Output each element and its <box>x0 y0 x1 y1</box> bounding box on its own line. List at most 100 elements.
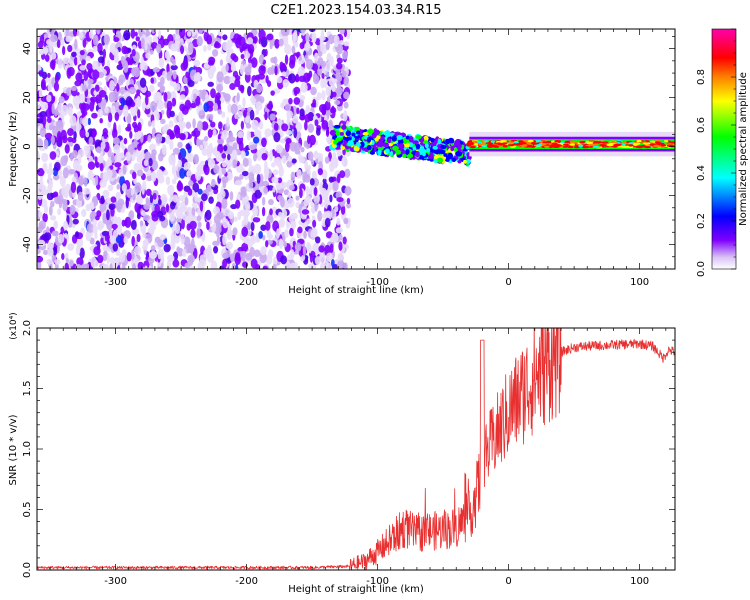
heatmap-cell <box>53 191 59 198</box>
heatmap-cell <box>67 243 75 251</box>
heatmap-cell <box>296 107 300 115</box>
heatmap-cell <box>64 144 70 154</box>
heatmap-cell <box>192 118 196 129</box>
heatmap-cell <box>543 145 550 148</box>
heatmap-cell <box>579 141 585 144</box>
heatmap-cell <box>563 143 569 146</box>
heatmap-x-tick-label: -100 <box>366 277 389 288</box>
heatmap-cell <box>137 261 144 269</box>
heatmap-cell <box>342 50 348 60</box>
heatmap-cell <box>437 157 444 163</box>
heatmap-cell <box>149 100 158 112</box>
heatmap-cell <box>325 252 333 262</box>
heatmap-cell <box>164 50 170 60</box>
heatmap-cell <box>335 130 341 137</box>
heatmap-cell <box>466 142 474 146</box>
heatmap-cell <box>67 128 74 137</box>
heatmap-cell <box>125 151 132 162</box>
heatmap-cell <box>49 124 53 131</box>
heatmap-cell <box>48 205 53 216</box>
heatmap-cell <box>312 74 320 85</box>
heatmap-cell <box>320 187 327 197</box>
heatmap-cell <box>131 263 137 269</box>
heatmap-cell <box>197 188 203 195</box>
heatmap-cell <box>145 188 152 197</box>
heatmap-cell <box>402 153 407 158</box>
heatmap-cell <box>328 176 334 183</box>
heatmap-cell <box>110 214 118 224</box>
heatmap-cell <box>175 29 179 35</box>
heatmap-cell <box>159 234 167 240</box>
heatmap-cell <box>301 209 310 215</box>
heatmap-cell <box>78 175 84 187</box>
heatmap-cell <box>47 72 51 79</box>
heatmap-cell <box>169 56 174 64</box>
heatmap-cell <box>230 103 238 115</box>
heatmap-cell <box>150 77 155 84</box>
heatmap-cell <box>43 139 49 150</box>
heatmap-cell <box>315 127 321 136</box>
heatmap-cell <box>244 237 249 245</box>
heatmap-cell <box>219 59 224 66</box>
heatmap-cell <box>384 130 391 136</box>
heatmap-cell <box>221 198 228 210</box>
heatmap-cell <box>152 35 159 44</box>
heatmap-cell <box>408 135 414 143</box>
heatmap-cell <box>169 212 175 222</box>
heatmap-cell <box>37 239 46 247</box>
heatmap-cell <box>299 42 305 50</box>
heatmap-cell <box>553 143 562 147</box>
heatmap-cell <box>183 161 191 170</box>
heatmap-cell <box>201 89 207 96</box>
heatmap-cell <box>295 121 302 132</box>
heatmap-cell <box>173 83 181 92</box>
heatmap-cell <box>423 135 429 142</box>
heatmap-cell <box>334 41 339 48</box>
heatmap-cell <box>250 221 255 232</box>
heatmap-cell <box>126 252 132 262</box>
heatmap-cell <box>232 227 238 236</box>
heatmap-cell <box>106 253 110 265</box>
heatmap-cell <box>375 135 382 140</box>
heatmap-cell <box>203 164 207 173</box>
heatmap-cell <box>377 149 382 156</box>
heatmap-cell <box>206 221 210 230</box>
heatmap-cell <box>114 257 119 268</box>
heatmap-cell <box>85 131 90 138</box>
heatmap-cell <box>152 192 157 200</box>
heatmap-cell <box>115 216 122 227</box>
heatmap-cell <box>311 32 317 44</box>
heatmap-cell <box>90 96 98 103</box>
heatmap-cell <box>168 120 174 128</box>
heatmap-cell <box>184 196 189 206</box>
heatmap-cell <box>328 119 333 130</box>
heatmap-cell <box>304 160 309 172</box>
heatmap-cell <box>102 48 107 59</box>
heatmap-cell <box>422 150 426 157</box>
heatmap-cell <box>229 136 236 142</box>
heatmap-cell <box>86 223 94 233</box>
heatmap-cell <box>636 139 642 143</box>
heatmap-cell <box>75 231 79 238</box>
heatmap-cell <box>314 52 319 63</box>
heatmap-cell <box>184 262 191 269</box>
heatmap-cell <box>265 221 271 231</box>
heatmap-cell <box>128 59 134 66</box>
heatmap-cell <box>183 236 191 247</box>
heatmap-cell <box>147 120 152 127</box>
heatmap-cell <box>415 143 421 150</box>
heatmap-cell <box>261 137 267 148</box>
heatmap-cell <box>51 61 56 71</box>
heatmap-cell <box>51 52 57 60</box>
heatmap-cell <box>196 215 202 222</box>
heatmap-cell <box>144 40 148 51</box>
heatmap-cell <box>414 151 420 158</box>
heatmap-cell <box>191 207 196 218</box>
heatmap-cell <box>102 189 110 199</box>
heatmap-cell <box>273 122 279 131</box>
heatmap-cell <box>283 241 288 248</box>
heatmap-cell <box>205 209 212 221</box>
heatmap-cell <box>221 129 229 138</box>
heatmap-cell <box>277 177 283 184</box>
heatmap-cell <box>594 141 603 144</box>
